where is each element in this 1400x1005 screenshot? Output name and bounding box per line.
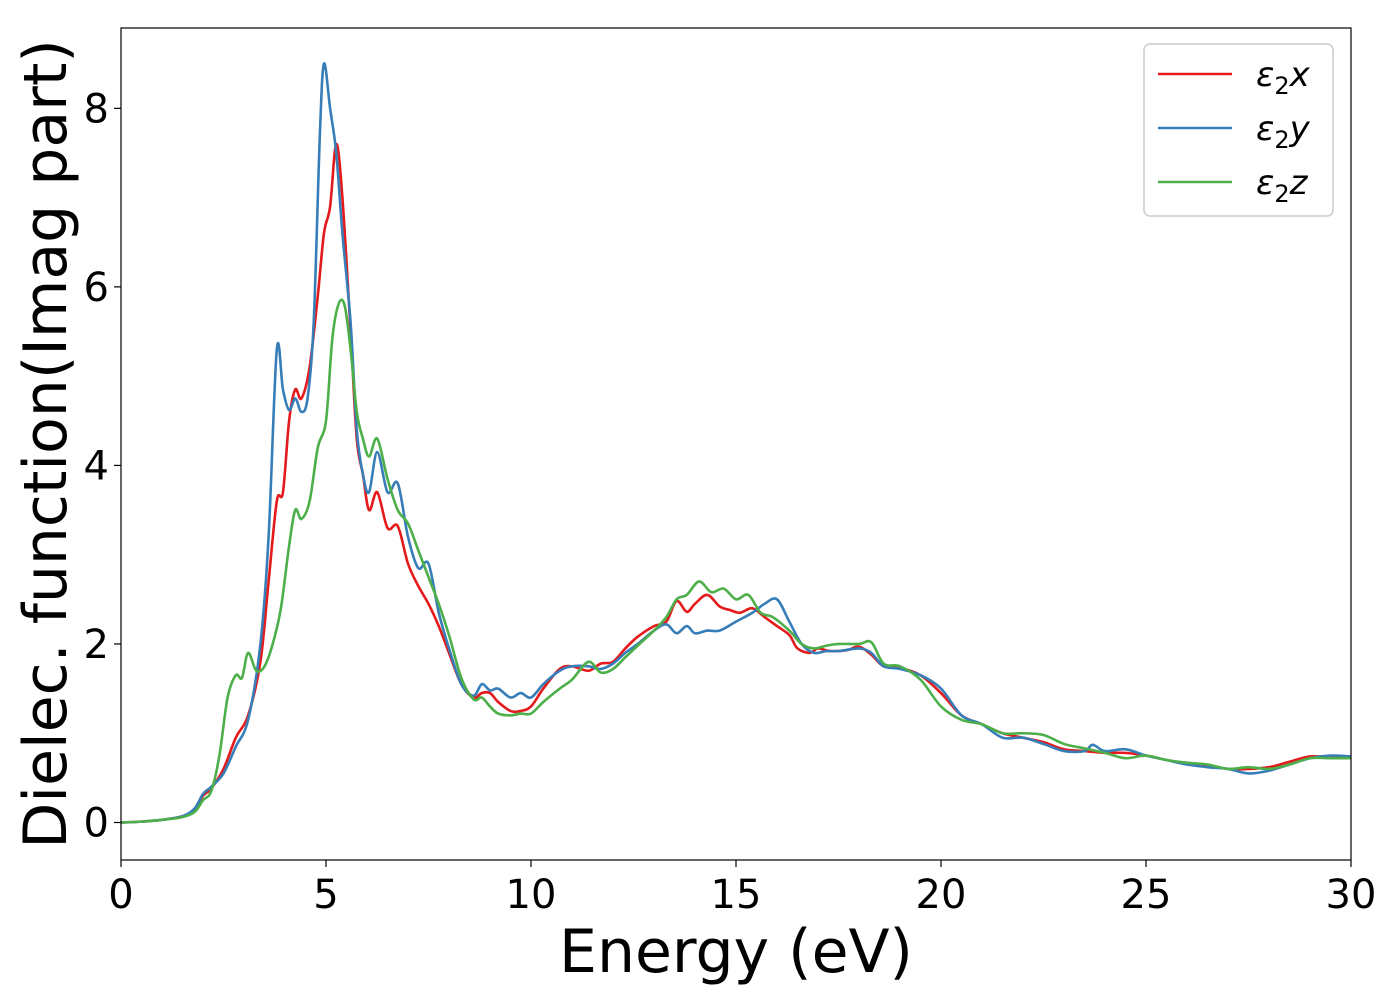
legend-box bbox=[1143, 43, 1334, 217]
y-tick-label: 8 bbox=[84, 86, 109, 132]
series-line-y bbox=[121, 62, 1351, 824]
x-tick-label: 10 bbox=[506, 872, 557, 918]
x-axis-label: Energy (eV) bbox=[559, 917, 913, 987]
legend-label-y: ε2y bbox=[1256, 109, 1311, 154]
x-tick-label: 20 bbox=[916, 872, 967, 918]
legend-label-x: ε2x bbox=[1256, 55, 1311, 100]
y-axis-label: Dielec. function(Imag part) bbox=[11, 39, 81, 849]
series-layer bbox=[121, 62, 1351, 824]
axes-layer: 0 5 10 15 20 25 30 0 2 4 6 8 bbox=[84, 27, 1377, 918]
x-tick-label: 25 bbox=[1121, 872, 1172, 918]
x-tick-label: 15 bbox=[711, 872, 762, 918]
y-tick-label: 4 bbox=[84, 443, 109, 489]
legend-label-z: ε2z bbox=[1256, 163, 1309, 208]
series-line-z bbox=[121, 298, 1351, 824]
legend: ε2x ε2y ε2z bbox=[1143, 43, 1334, 217]
x-tick-label: 0 bbox=[108, 872, 133, 918]
x-tick-label: 30 bbox=[1326, 872, 1377, 918]
y-tick-label: 6 bbox=[84, 265, 109, 311]
y-tick-label: 2 bbox=[84, 622, 109, 668]
y-tick-label: 0 bbox=[84, 801, 109, 847]
x-tick-label: 5 bbox=[313, 872, 338, 918]
